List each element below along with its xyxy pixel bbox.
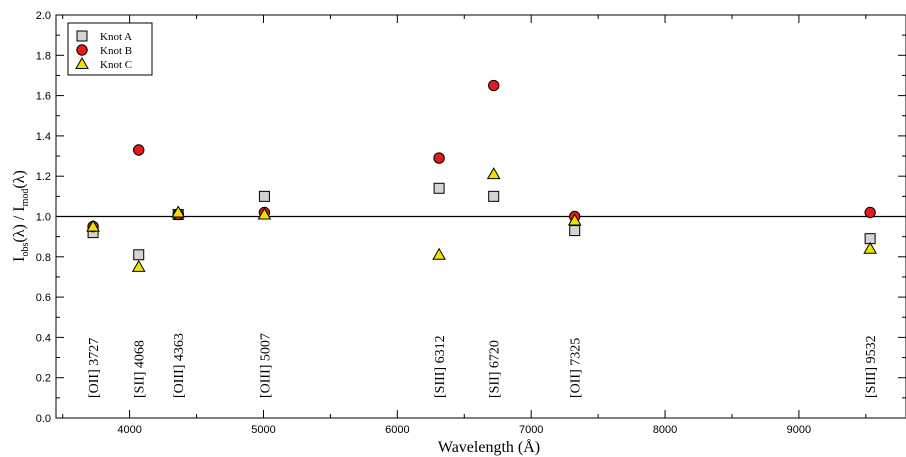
- emission-line-label: [SIII] 6312: [433, 335, 448, 398]
- data-point-square: [258, 190, 270, 202]
- x-tick-label: 6000: [385, 424, 409, 436]
- y-axis-title-base: I: [11, 256, 28, 261]
- legend-label: Knot C: [100, 59, 132, 71]
- data-point-circle: [133, 144, 145, 156]
- x-tick-label: 9000: [787, 424, 811, 436]
- data-point-triangle: [257, 207, 272, 220]
- y-tick-label: 1.2: [36, 171, 51, 183]
- x-axis-title: Wavelength (Å): [438, 438, 540, 456]
- x-tick-label: 4000: [117, 424, 141, 436]
- data-point-square: [133, 249, 145, 261]
- emission-line-label: [SIII] 9532: [864, 335, 879, 398]
- y-tick-label: 0.0: [36, 413, 51, 425]
- data-point-square: [433, 182, 445, 194]
- x-tick-label: 5000: [251, 424, 275, 436]
- x-tick-label: 8000: [653, 424, 677, 436]
- y-axis-title-sub1: obs: [20, 242, 31, 256]
- emission-line-label: [SII] 6720: [488, 340, 503, 398]
- y-axis-title-mid: (λ) / I: [11, 206, 28, 242]
- data-point-circle: [433, 152, 445, 164]
- legend-marker-square: [76, 30, 88, 42]
- y-tick-label: 1.8: [36, 50, 51, 62]
- data-point-triangle: [863, 241, 877, 254]
- emission-line-label: [SII] 4068: [133, 340, 148, 398]
- data-point-triangle: [171, 205, 186, 218]
- y-tick-label: 0.8: [36, 252, 51, 264]
- emission-line-label: [OIII] 5007: [258, 333, 273, 398]
- y-axis-title: Iobs(λ) / Imod(λ): [11, 170, 31, 262]
- data-point-square: [488, 190, 500, 202]
- legend-marker-triangle: [75, 56, 89, 69]
- y-tick-label: 1.6: [36, 91, 51, 103]
- data-point-triangle: [567, 213, 582, 226]
- data-marks-layer: [86, 79, 877, 272]
- data-point-circle: [864, 206, 876, 219]
- y-tick-label: 2.0: [36, 10, 51, 22]
- data-point-triangle: [131, 259, 146, 272]
- data-point-circle: [488, 79, 500, 92]
- emission-line-label: [OIII] 4363: [172, 333, 187, 398]
- legend-label: Knot A: [100, 31, 132, 43]
- y-axis-title-end: (λ): [11, 170, 28, 188]
- emission-line-label: [OII] 7325: [569, 338, 584, 398]
- y-tick-label: 1.4: [36, 131, 51, 143]
- axes-layer: 0.0 0.2 0.4 0.6 0.8 1.0 1.2 1.4 1.6 1.8 2.0 4000 500…: [36, 10, 906, 436]
- y-tick-label: 0.2: [36, 373, 51, 385]
- y-tick-label: 0.6: [36, 292, 51, 304]
- y-axis-title-sub2: mod: [20, 189, 31, 207]
- data-point-triangle: [486, 167, 501, 180]
- emission-line-label: [OII] 3727: [87, 338, 102, 398]
- x-tick-label: 7000: [519, 424, 543, 436]
- data-point-triangle: [432, 247, 446, 260]
- y-tick-label: 0.4: [36, 332, 51, 344]
- y-tick-label: 1.0: [36, 212, 51, 224]
- data-point-square: [569, 225, 581, 237]
- line-labels-layer: [OII] 3727 [SII] 4068 [OIII] 4363 [OIII] 50…: [87, 333, 879, 398]
- legend-marker-circle: [76, 44, 88, 56]
- data-point-triangle: [86, 219, 100, 232]
- legend-label: Knot B: [100, 45, 132, 57]
- legend: Knot A Knot B Knot C: [67, 22, 153, 76]
